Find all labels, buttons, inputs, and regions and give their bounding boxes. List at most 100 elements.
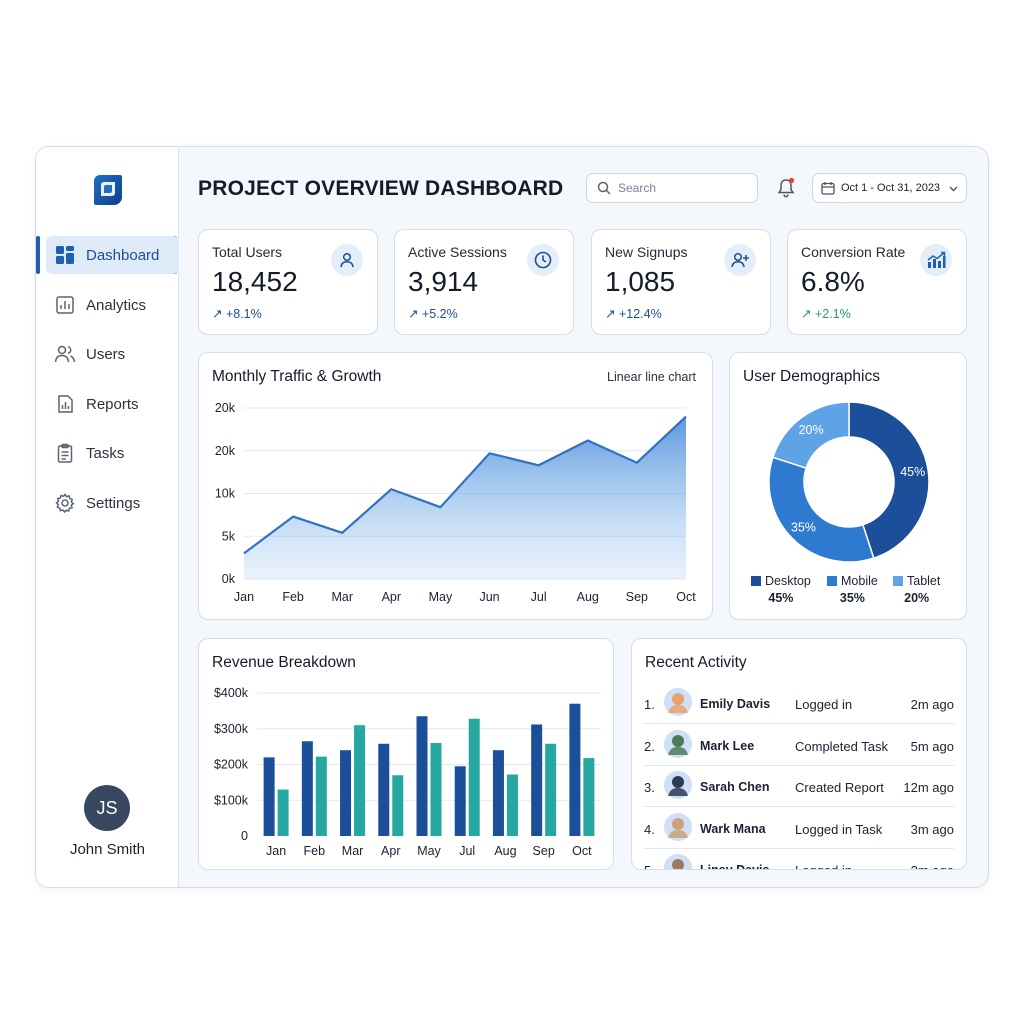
x-tick-label: Jul	[531, 590, 547, 604]
x-tick-label: Apr	[381, 844, 400, 858]
revenue-bar	[416, 716, 428, 836]
kpi-label: Total Users	[212, 244, 283, 260]
avatar[interactable]	[664, 812, 692, 841]
avatar[interactable]	[664, 688, 692, 716]
avatar[interactable]: JS	[84, 785, 130, 831]
activity-time: 3m ago	[910, 821, 954, 837]
y-tick-label: 0	[241, 829, 248, 843]
card-title: User Demographics	[743, 368, 880, 385]
date-range-picker[interactable]: Oct 1 - Oct 31, 2023	[812, 173, 967, 203]
users-icon	[54, 343, 76, 365]
kpi-value: 3,914	[408, 266, 479, 297]
recent-activity-card: Recent Activity 1. Emily Davis Logged in 2m…	[631, 638, 967, 870]
revenue-bar	[545, 743, 557, 836]
y-tick-label: 20k	[215, 444, 236, 458]
traffic-line	[243, 415, 687, 555]
revenue-bar-chart: 0 $100k $200k $300k $400k Jan Feb Mar Apr May Jul A…	[214, 686, 601, 858]
x-tick-label: Aug	[577, 590, 599, 604]
user-name: Mark Lee	[700, 738, 755, 753]
activity-action: Logged in	[795, 863, 852, 869]
kpi-value: 6.8%	[801, 266, 865, 297]
legend-swatch	[827, 576, 837, 586]
donut-slice	[848, 401, 930, 560]
legend-tablet: Tablet 20%	[893, 574, 940, 605]
legend-label: Mobile	[841, 574, 878, 588]
kpi-value: 18,452	[212, 266, 298, 297]
activity-time: 5m ago	[910, 738, 954, 754]
calendar-icon	[821, 181, 835, 195]
activity-action: Completed Task	[795, 738, 888, 754]
revenue-bar	[468, 718, 480, 836]
legend-label: Tablet	[907, 574, 941, 588]
row-number: 5.	[644, 863, 655, 869]
search-icon	[597, 181, 611, 195]
clipboard-icon	[54, 442, 76, 464]
sidebar-item-users[interactable]: Users	[46, 335, 179, 373]
revenue-bar	[354, 725, 366, 836]
search-input[interactable]: Search	[586, 173, 758, 203]
y-tick-label: 10k	[215, 487, 236, 501]
kpi-label: Conversion Rate	[801, 244, 906, 260]
avatar[interactable]	[664, 729, 692, 758]
sidebar-item-label: Dashboard	[86, 246, 160, 264]
x-tick-label: Sep	[626, 590, 648, 604]
legend-label: Desktop	[765, 574, 811, 588]
y-tick-label: 20k	[215, 401, 236, 415]
bell-icon[interactable]	[775, 177, 797, 199]
sidebar-item-label: Reports	[86, 395, 139, 413]
revenue-bar	[492, 750, 504, 836]
legend-swatch	[893, 576, 903, 586]
date-range-label: Oct 1 - Oct 31, 2023	[841, 182, 941, 194]
list-item[interactable]: 4. Wark Mana Logged in Task 3m ago	[644, 808, 954, 849]
list-item[interactable]: 2. Mark Lee Completed Task 5m ago	[644, 725, 954, 766]
x-tick-label: Oct	[572, 844, 592, 858]
app-logo-icon[interactable]	[92, 173, 124, 205]
sidebar-item-tasks[interactable]: Tasks	[46, 434, 179, 472]
demographics-card: User Demographics 45% 35% 20% Desktop 45% …	[729, 352, 967, 620]
row-number: 3.	[644, 780, 655, 795]
card-title: Recent Activity	[645, 654, 747, 671]
kpi-card-active-sessions[interactable]: Active Sessions 3,914 ↗ +5.2%	[394, 229, 574, 335]
revenue-bar	[583, 758, 595, 836]
revenue-bar	[340, 750, 352, 836]
legend-desktop: Desktop 45%	[751, 574, 811, 605]
row-number: 4.	[644, 821, 655, 837]
revenue-bar	[531, 724, 543, 836]
kpi-label: New Signups	[605, 244, 688, 260]
y-tick-label: 5k	[222, 529, 236, 543]
legend-value: 20%	[904, 591, 930, 605]
trend-chart-icon	[920, 244, 952, 276]
avatar[interactable]	[664, 771, 692, 799]
sidebar-item-reports[interactable]: Reports	[46, 385, 179, 423]
y-tick-label: $300k	[214, 722, 249, 736]
chart-type-label[interactable]: Linear line chart	[607, 370, 696, 384]
kpi-card-conversion-rate[interactable]: Conversion Rate 6.8% ↗ +2.1%	[787, 229, 967, 335]
active-indicator	[36, 236, 40, 274]
kpi-card-total-users[interactable]: Total Users 18,452 ↗ +8.1%	[198, 229, 378, 335]
dashboard-window: Dashboard Analytics Users Reports Tasks	[35, 146, 989, 888]
sidebar-item-analytics[interactable]: Analytics	[46, 286, 179, 324]
kpi-change: ↗ +2.1%	[801, 307, 851, 321]
grid-icon	[54, 244, 76, 266]
slice-label: 35%	[791, 521, 816, 535]
list-item[interactable]: 1. Emily Davis Logged in 2m ago	[644, 683, 954, 724]
avatar[interactable]	[664, 854, 692, 869]
card-title: Revenue Breakdown	[212, 654, 356, 671]
revenue-bar	[392, 775, 404, 836]
legend-value: 35%	[839, 591, 865, 605]
x-tick-label: Jul	[459, 844, 475, 858]
kpi-card-new-signups[interactable]: New Signups 1,085 ↗ +12.4%	[591, 229, 771, 335]
legend-mobile: Mobile 35%	[827, 574, 878, 605]
page-title: PROJECT OVERVIEW DASHBOARD	[198, 177, 564, 200]
sidebar-item-label: Tasks	[86, 444, 125, 462]
y-tick-label: $200k	[214, 758, 249, 772]
sidebar-item-dashboard[interactable]: Dashboard	[46, 236, 179, 274]
revenue-bar	[277, 789, 289, 836]
sidebar-item-label: Settings	[86, 494, 141, 512]
revenue-bar	[378, 743, 390, 836]
report-icon	[54, 393, 76, 415]
list-item[interactable]: 5. Linsy Davis Logged in 2m ago	[644, 849, 954, 869]
list-item[interactable]: 3. Sarah Chen Created Report 12m ago	[644, 766, 954, 807]
sidebar-item-settings[interactable]: Settings	[46, 484, 179, 522]
activity-action: Created Report	[795, 780, 884, 795]
